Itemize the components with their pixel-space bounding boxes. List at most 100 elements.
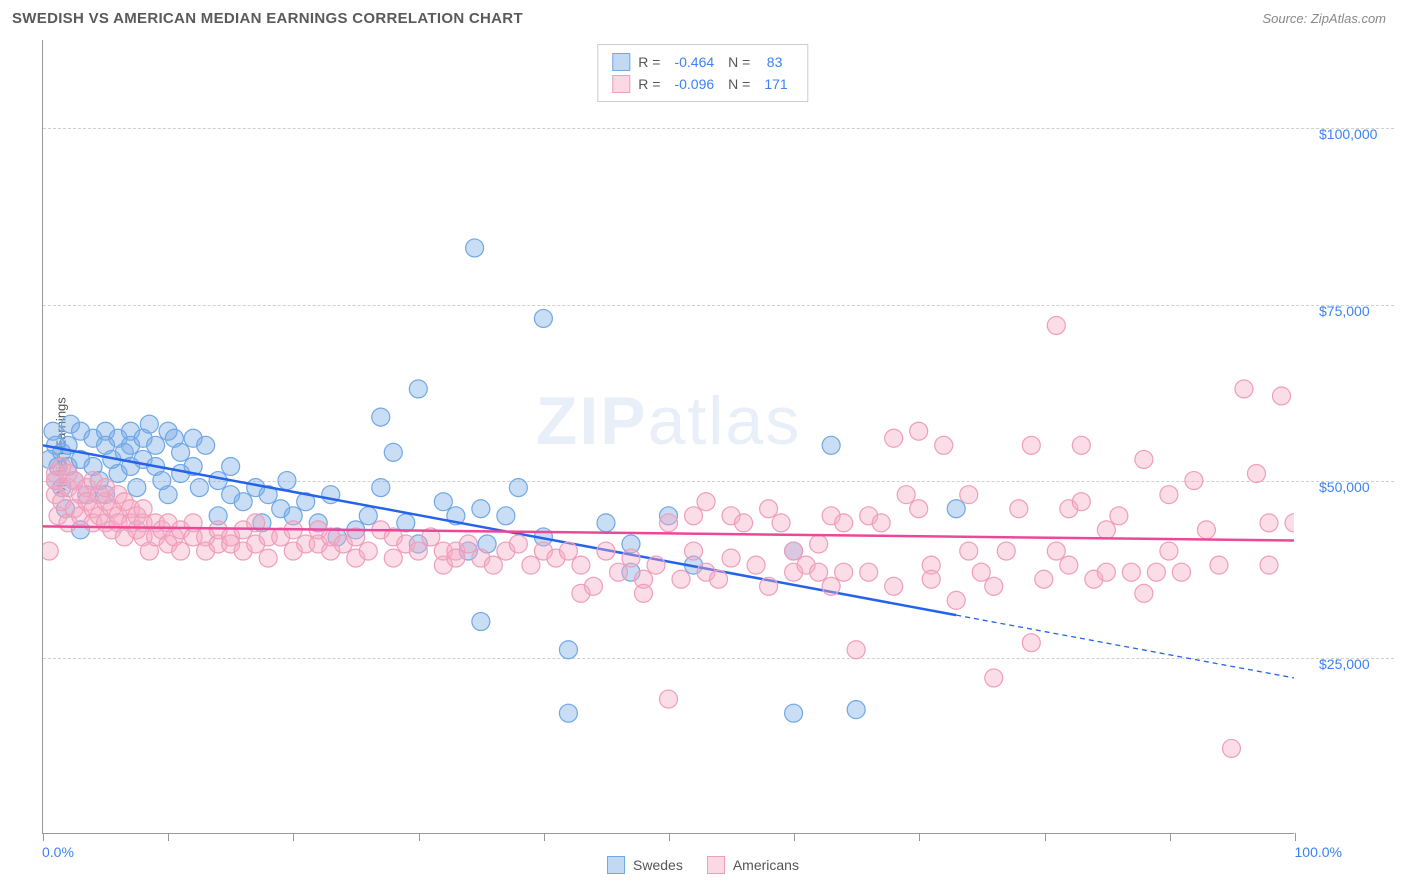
data-point [1247,465,1265,483]
data-point [128,479,146,497]
data-point [972,563,990,581]
data-point [509,535,527,553]
data-point [1135,450,1153,468]
n-label: N = [728,54,750,70]
data-point [597,542,615,560]
legend-correlation: R = -0.464 N = 83 R = -0.096 N = 171 [597,44,808,102]
data-point [359,542,377,560]
legend-series-item: Americans [707,856,799,874]
legend-swatch [612,53,630,71]
x-axis-max-label: 100.0% [1295,844,1342,860]
data-point [43,542,58,560]
legend-series: Swedes Americans [607,856,799,874]
data-point [622,549,640,567]
legend-series-label: Americans [733,857,799,873]
data-point [209,472,227,490]
r-value: -0.464 [668,54,720,70]
data-point [634,584,652,602]
data-point [397,514,415,532]
data-point [534,309,552,327]
data-point [172,443,190,461]
data-point [672,570,690,588]
data-point [1147,563,1165,581]
data-point [860,563,878,581]
legend-swatch [612,75,630,93]
n-value: 83 [758,54,788,70]
data-point [409,380,427,398]
data-point [1022,436,1040,454]
x-tick [293,833,294,841]
data-point [710,570,728,588]
data-point [660,514,678,532]
data-point [1122,563,1140,581]
data-point [735,514,753,532]
data-point [1185,472,1203,490]
data-point [1285,514,1294,532]
data-point [1260,514,1278,532]
data-point [847,641,865,659]
data-point [935,436,953,454]
data-point [1047,542,1065,560]
data-point [197,436,215,454]
data-point [1097,521,1115,539]
data-point [609,563,627,581]
data-point [484,556,502,574]
data-point [522,556,540,574]
x-tick [43,833,44,841]
data-point [760,500,778,518]
data-point [1060,556,1078,574]
data-point [140,415,158,433]
data-point [1197,521,1215,539]
data-point [997,542,1015,560]
data-point [1010,500,1028,518]
data-point [1110,507,1128,525]
data-point [1047,316,1065,334]
legend-correlation-row: R = -0.464 N = 83 [612,51,793,73]
data-point [384,443,402,461]
x-tick [168,833,169,841]
y-tick-label: $75,000 [1319,303,1370,319]
x-tick [419,833,420,841]
data-point [685,507,703,525]
r-label: R = [638,54,660,70]
data-point [1022,634,1040,652]
y-tick-label: $100,000 [1319,126,1377,142]
data-point [897,486,915,504]
legend-series-item: Swedes [607,856,683,874]
data-point [947,591,965,609]
data-point [835,514,853,532]
data-point [685,542,703,560]
x-tick [544,833,545,841]
chart-svg [43,40,1294,833]
data-point [1172,563,1190,581]
data-point [722,549,740,567]
legend-swatch [707,856,725,874]
data-point [1035,570,1053,588]
data-point [434,493,452,511]
data-point [1272,387,1290,405]
data-point [647,556,665,574]
data-point [785,704,803,722]
data-point [810,563,828,581]
data-point [222,457,240,475]
data-point [172,542,190,560]
data-point [660,690,678,708]
data-point [572,556,590,574]
data-point [1235,380,1253,398]
data-point [822,577,840,595]
data-point [472,500,490,518]
legend-series-label: Swedes [633,857,683,873]
data-point [835,563,853,581]
data-point [234,493,252,511]
data-point [1222,739,1240,757]
x-axis-min-label: 0.0% [42,844,74,860]
data-point [466,239,484,257]
x-tick [919,833,920,841]
data-point [497,507,515,525]
data-point [1160,486,1178,504]
data-point [985,669,1003,687]
data-point [885,429,903,447]
data-point [697,493,715,511]
r-value: -0.096 [668,76,720,92]
x-tick [1295,833,1296,841]
